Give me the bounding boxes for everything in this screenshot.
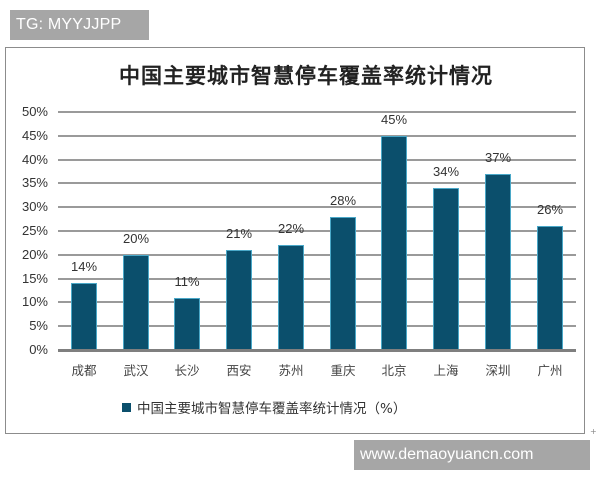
y-tick-label: 10% xyxy=(21,294,48,310)
resize-corner-icon: + xyxy=(590,427,597,436)
y-tick-label: 25% xyxy=(21,223,48,238)
bar-value-label: 45% xyxy=(380,111,408,127)
bar xyxy=(381,135,407,350)
bar xyxy=(123,254,149,350)
y-tick-label: 35% xyxy=(21,175,48,191)
bar xyxy=(174,297,200,350)
x-tick-label: 苏州 xyxy=(278,363,304,378)
y-tick-label: 15% xyxy=(21,270,48,286)
x-tick-label: 北京 xyxy=(381,363,407,378)
watermark-bottom: www.demaoyuancn.com xyxy=(354,440,590,470)
x-tick-label: 长沙 xyxy=(174,363,200,378)
bar xyxy=(433,188,459,350)
legend-swatch-icon xyxy=(122,402,131,412)
bar-value-label: 20% xyxy=(122,230,150,246)
y-tick-label: 5% xyxy=(29,318,48,334)
y-tick-label: 45% xyxy=(21,127,48,143)
x-tick-label: 深圳 xyxy=(485,363,511,378)
x-axis-line xyxy=(58,349,576,352)
x-tick-label: 成都 xyxy=(71,363,97,378)
watermark-top: TG: MYYJJPP xyxy=(10,10,149,40)
gridline xyxy=(58,158,576,161)
bar-value-label: 28% xyxy=(329,192,357,208)
x-tick-label: 广州 xyxy=(537,363,563,378)
bar xyxy=(278,245,304,350)
bar-value-label: 11% xyxy=(174,273,200,289)
bar xyxy=(485,173,511,350)
y-tick-label: 0% xyxy=(29,342,48,357)
y-tick-label: 30% xyxy=(21,199,48,215)
gridline xyxy=(58,206,576,209)
y-tick-label: 50% xyxy=(21,104,48,119)
gridline xyxy=(58,134,576,137)
bar-value-label: 14% xyxy=(70,259,98,275)
gridline xyxy=(58,230,576,232)
x-tick-label: 西安 xyxy=(226,363,252,378)
x-tick-label: 武汉 xyxy=(123,363,149,378)
x-tick-label: 上海 xyxy=(433,363,459,378)
x-tick-label: 重庆 xyxy=(330,363,356,378)
bar xyxy=(226,250,252,350)
bar xyxy=(330,216,356,350)
legend-label: 中国主要城市智慧停车覆盖率统计情况（%） xyxy=(137,401,407,417)
y-tick-label: 40% xyxy=(21,151,48,167)
bar-value-label: 21% xyxy=(225,226,253,242)
bar xyxy=(537,226,563,350)
gridline xyxy=(58,301,576,304)
gridline xyxy=(58,253,576,256)
gridline xyxy=(58,111,576,113)
gridline xyxy=(58,325,576,328)
bar-value-label: 22% xyxy=(277,221,305,237)
bar-value-label: 34% xyxy=(432,164,460,180)
legend: 中国主要城市智慧停车覆盖率统计情况（%） xyxy=(122,398,407,417)
gridline xyxy=(58,182,576,185)
bar-value-label: 26% xyxy=(536,202,564,218)
gridline xyxy=(58,277,576,280)
bar-value-label: 37% xyxy=(484,149,512,165)
y-tick-label: 20% xyxy=(21,246,48,262)
bar xyxy=(71,283,97,350)
chart-title: 中国主要城市智慧停车覆盖率统计情况 xyxy=(119,64,493,88)
